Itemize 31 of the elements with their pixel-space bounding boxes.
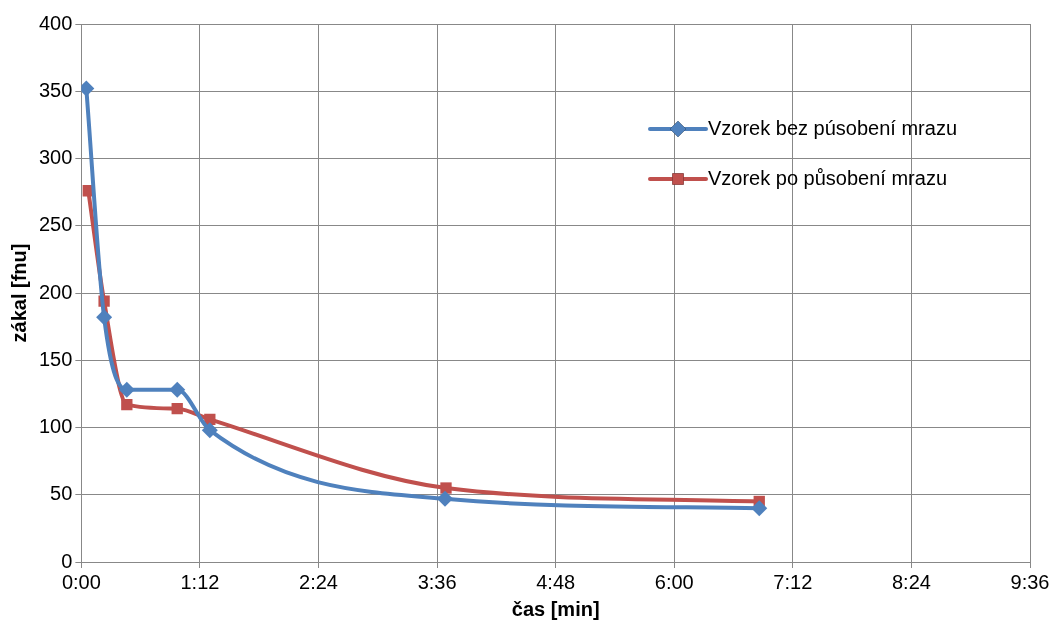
y-tick-label: 200 [38, 280, 73, 303]
y-tick-label: 350 [38, 78, 73, 101]
point [121, 398, 133, 411]
y-tick-label: 0 [61, 549, 73, 572]
x-tick-label: 9:36 [1010, 570, 1050, 593]
y-tick-label: 100 [38, 415, 73, 438]
point [96, 309, 113, 326]
point [201, 422, 218, 439]
point [118, 381, 135, 398]
point [437, 490, 454, 507]
x-axis-title: čas [min] [511, 597, 600, 620]
y-axis-title: zákal [fnu] [7, 243, 30, 343]
y-tick-label: 150 [38, 347, 73, 370]
x-tick-label: 0:00 [61, 570, 101, 593]
x-tick-label: 8:24 [891, 570, 931, 593]
point [171, 403, 183, 415]
x-tick-label: 7:12 [773, 570, 813, 593]
point [440, 482, 452, 494]
x-tick-label: 3:36 [417, 570, 457, 593]
y-tick-label: 250 [38, 213, 73, 236]
legend-label: Vzorek po působení mrazu [708, 166, 948, 189]
point [169, 381, 186, 398]
x-tick-label: 4:48 [536, 570, 576, 593]
point [751, 500, 768, 517]
y-tick-label: 400 [38, 11, 73, 34]
legend-label: Vzorek bez púsobení mrazu [708, 116, 958, 139]
x-tick-label: 1:12 [180, 570, 220, 593]
x-tick-label: 2:24 [299, 570, 338, 593]
y-tick-label: 50 [50, 482, 73, 505]
x-tick-label: 6:00 [654, 570, 694, 593]
y-tick-label: 300 [38, 146, 73, 169]
